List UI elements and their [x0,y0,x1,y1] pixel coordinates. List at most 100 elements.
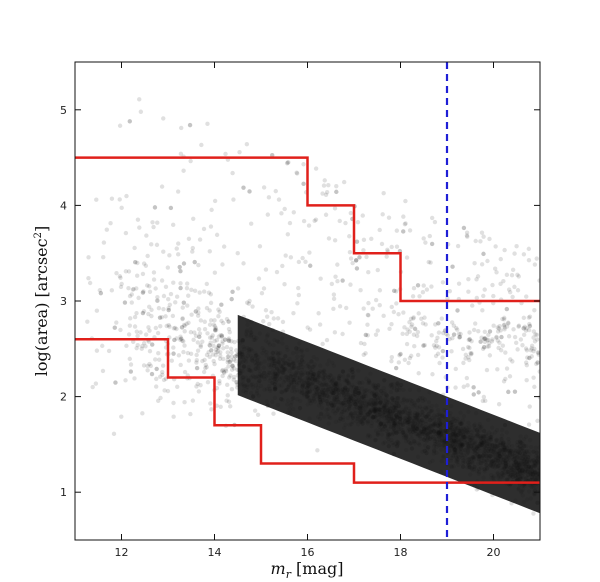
scatter-point [523,360,529,365]
scatter-point [463,352,469,358]
scatter-point [135,333,140,339]
scatter-point [163,284,169,290]
scatter-point [504,272,510,278]
scatter-point [187,122,193,128]
scatter-point [159,315,165,320]
scatter-point [208,224,214,229]
scatter-point [415,329,421,335]
scatter-point [226,319,231,324]
scatter-point [499,348,504,353]
scatter-point [393,365,399,371]
scatter-point [466,289,471,294]
scatter-point [465,234,470,239]
scatter-point [178,336,184,341]
scatter-point [231,366,237,371]
scatter-point [202,319,207,324]
scatter-point [181,261,187,266]
scatter-point [303,259,308,264]
scatter-point [126,332,132,337]
scatter-point [402,221,408,227]
scatter-point [215,345,220,350]
scatter-point [188,351,194,357]
scatter-point [159,278,165,283]
scatter-point [158,324,163,329]
scatter-point [228,404,233,409]
scatter-point [167,324,172,329]
scatter-point [504,306,510,312]
scatter-point [163,314,168,319]
scatter-point [434,343,439,349]
scatter-point [149,313,154,319]
scatter-point [445,296,450,301]
scatter-point [324,189,330,195]
scatter-point [211,322,216,327]
scatter-point [416,371,421,376]
scatter-point [134,286,139,291]
scatter-point [201,226,207,232]
scatter-point [216,346,221,351]
scatter-point [146,311,151,317]
scatter-point [140,411,145,416]
scatter-point [407,228,413,233]
scatter-point [439,316,444,321]
scatter-point [415,283,421,288]
scatter-point [440,348,446,354]
scatter-point [476,390,481,395]
scatter-point [171,351,176,356]
scatter-point [161,306,166,312]
scatter-point [167,253,172,258]
scatter-point [369,236,374,242]
scatter-point [512,251,517,256]
scatter-point [175,189,181,194]
scatter-point [502,325,507,330]
scatter-point [221,356,226,362]
scatter-point [220,339,225,344]
scatter-point [380,212,385,217]
scatter-point [487,329,493,334]
scatter-point [155,330,161,336]
scatter-point [139,346,144,351]
scatter-point [123,269,129,274]
scatter-point [212,324,218,329]
scatter-point [137,225,142,230]
scatter-point [348,282,353,287]
scatter-point [422,315,427,320]
scatter-point [225,382,230,388]
scatter-point [263,308,269,313]
scatter-point [94,197,99,202]
scatter-point [515,288,521,293]
scatter-point [132,245,137,251]
scatter-point [464,375,470,381]
scatter-point [271,411,276,416]
scatter-point [412,326,418,332]
scatter-point [112,325,117,330]
scatter-point [502,315,507,321]
scatter-point [471,392,476,397]
scatter-point [527,355,532,361]
scatter-point [431,343,437,348]
scatter-point [415,283,421,288]
scatter-point [149,371,155,377]
scatter-point [171,400,176,406]
scatter-point [358,288,363,293]
scatter-point [433,353,439,359]
scatter-point [249,221,254,226]
scatter-point [411,286,417,291]
scatter-point [117,123,123,128]
scatter-point [218,333,223,338]
scatter-point [296,285,301,291]
scatter-point [341,179,347,185]
scatter-point [467,357,472,363]
scatter-point [185,350,191,356]
scatter-point [486,344,492,349]
scatter-point [193,309,198,314]
scatter-point [171,280,176,285]
scatter-point [436,321,441,326]
scatter-point [521,315,527,321]
scatter-point [161,249,166,254]
x-tick-label: 12 [115,546,129,559]
scatter-point [212,361,217,367]
scatter-point [182,329,187,334]
scatter-point [363,351,368,356]
scatter-point [186,320,191,325]
